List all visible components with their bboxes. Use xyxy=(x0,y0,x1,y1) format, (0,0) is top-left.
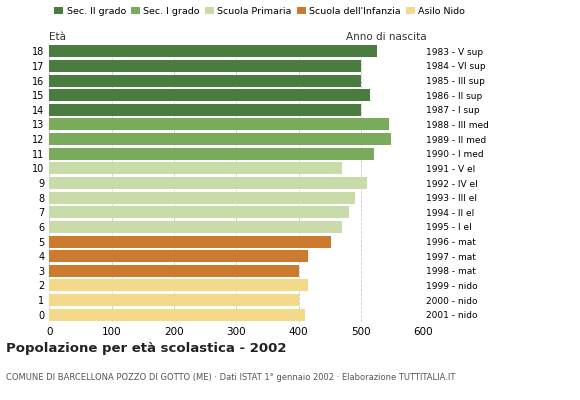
Bar xyxy=(49,265,299,277)
Bar xyxy=(49,280,308,292)
Bar xyxy=(49,89,371,101)
Bar xyxy=(49,118,389,130)
Bar xyxy=(49,60,361,72)
Text: COMUNE DI BARCELLONA POZZO DI GOTTO (ME) · Dati ISTAT 1° gennaio 2002 · Elaboraz: COMUNE DI BARCELLONA POZZO DI GOTTO (ME)… xyxy=(6,373,455,382)
Bar xyxy=(49,177,367,189)
Text: Popolazione per età scolastica - 2002: Popolazione per età scolastica - 2002 xyxy=(6,342,287,355)
Bar xyxy=(49,133,391,145)
Bar xyxy=(49,162,342,174)
Text: Anno di nascita: Anno di nascita xyxy=(346,32,426,42)
Bar xyxy=(49,294,299,306)
Bar xyxy=(49,74,361,86)
Legend: Sec. II grado, Sec. I grado, Scuola Primaria, Scuola dell'Infanzia, Asilo Nido: Sec. II grado, Sec. I grado, Scuola Prim… xyxy=(54,7,465,16)
Bar xyxy=(49,192,355,204)
Bar xyxy=(49,148,374,160)
Bar xyxy=(49,309,305,321)
Bar xyxy=(49,221,342,233)
Bar xyxy=(49,45,376,57)
Text: Età: Età xyxy=(49,32,66,42)
Bar xyxy=(49,104,361,116)
Bar xyxy=(49,250,308,262)
Bar xyxy=(49,206,349,218)
Bar xyxy=(49,236,331,248)
